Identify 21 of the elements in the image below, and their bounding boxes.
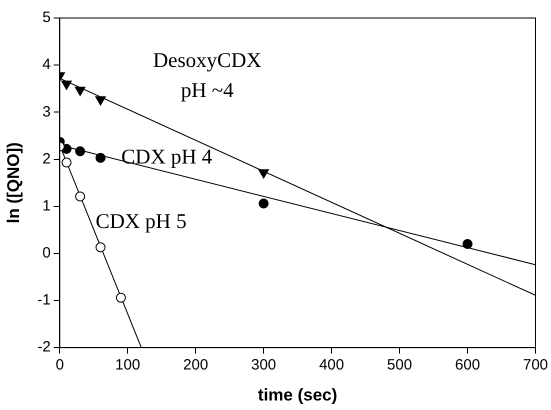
y-tick-label: 1 bbox=[42, 197, 51, 214]
x-tick-label: 700 bbox=[522, 356, 548, 374]
y-tick-label: 2 bbox=[42, 150, 51, 168]
text: DesoxyCDX pH ~4 bbox=[152, 48, 262, 102]
x-tick-label: 300 bbox=[251, 356, 276, 374]
x-tick-label: 600 bbox=[455, 356, 480, 374]
series-label: CDX pH 4 bbox=[121, 144, 213, 169]
x-tick-label: 400 bbox=[319, 356, 344, 374]
x-tick-label: 100 bbox=[115, 356, 140, 374]
y-tick-label: -1 bbox=[37, 292, 51, 309]
y-tick-label: 0 bbox=[42, 244, 51, 262]
x-tick-label: 500 bbox=[387, 356, 412, 374]
x-axis-title: time (sec) bbox=[258, 385, 338, 404]
y-tick-label: -2 bbox=[37, 338, 51, 356]
y-axis-title: ln ([QNO]) bbox=[4, 142, 23, 224]
series-label: CDX pH 5 bbox=[96, 208, 187, 233]
x-tick-label: 0 bbox=[56, 356, 64, 374]
y-tick-label: 5 bbox=[42, 9, 51, 26]
x-tick-label: 200 bbox=[183, 356, 208, 374]
y-tick-label: 4 bbox=[42, 56, 51, 74]
y-tick-label: 3 bbox=[42, 103, 51, 120]
